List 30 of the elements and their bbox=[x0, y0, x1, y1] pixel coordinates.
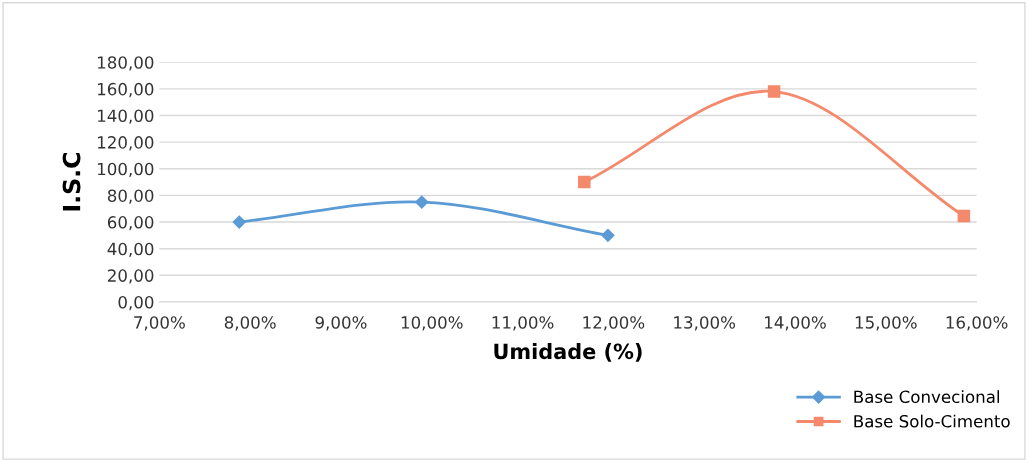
y-tick-label: 100,00 bbox=[97, 162, 154, 178]
x-tick-label: 9,00% bbox=[315, 316, 367, 331]
x-tick-label: 13,00% bbox=[674, 316, 736, 331]
point bbox=[601, 228, 615, 242]
y-tick-label: 120,00 bbox=[97, 136, 154, 151]
y-tick-label: 20,00 bbox=[107, 269, 154, 284]
point bbox=[957, 209, 971, 223]
y-tick-label: 160,00 bbox=[97, 82, 154, 98]
y-tick-label: 60,00 bbox=[107, 216, 154, 231]
y-tick-label: 140,00 bbox=[97, 109, 154, 124]
y-tick-label: 80,00 bbox=[107, 189, 154, 204]
y-tick-label: 0,00 bbox=[118, 295, 154, 311]
y-tick-label: 180,00 bbox=[97, 56, 154, 71]
point bbox=[232, 215, 246, 229]
x-tick-label: 11,00% bbox=[492, 316, 554, 331]
legend-label: Base Solo-Cimento bbox=[854, 414, 1010, 428]
x-axis-title: Umidade (%) bbox=[494, 343, 642, 362]
x-tick-label: 14,00% bbox=[765, 316, 826, 331]
x-tick-label: 12,00% bbox=[583, 316, 645, 331]
x-tick-label: 10,00% bbox=[401, 316, 463, 331]
y-axis-title: I.S.C bbox=[62, 153, 81, 211]
x-tick-label: 8,00% bbox=[224, 316, 276, 331]
x-tick-label: 7,00% bbox=[134, 316, 185, 331]
legend-label: Base Convecional bbox=[854, 390, 999, 404]
point bbox=[578, 175, 591, 189]
x-tick-label: 16,00% bbox=[946, 316, 1008, 331]
point bbox=[767, 85, 781, 98]
point bbox=[415, 195, 429, 209]
y-tick-label: 40,00 bbox=[107, 242, 154, 257]
x-tick-label: 15,00% bbox=[855, 316, 917, 331]
